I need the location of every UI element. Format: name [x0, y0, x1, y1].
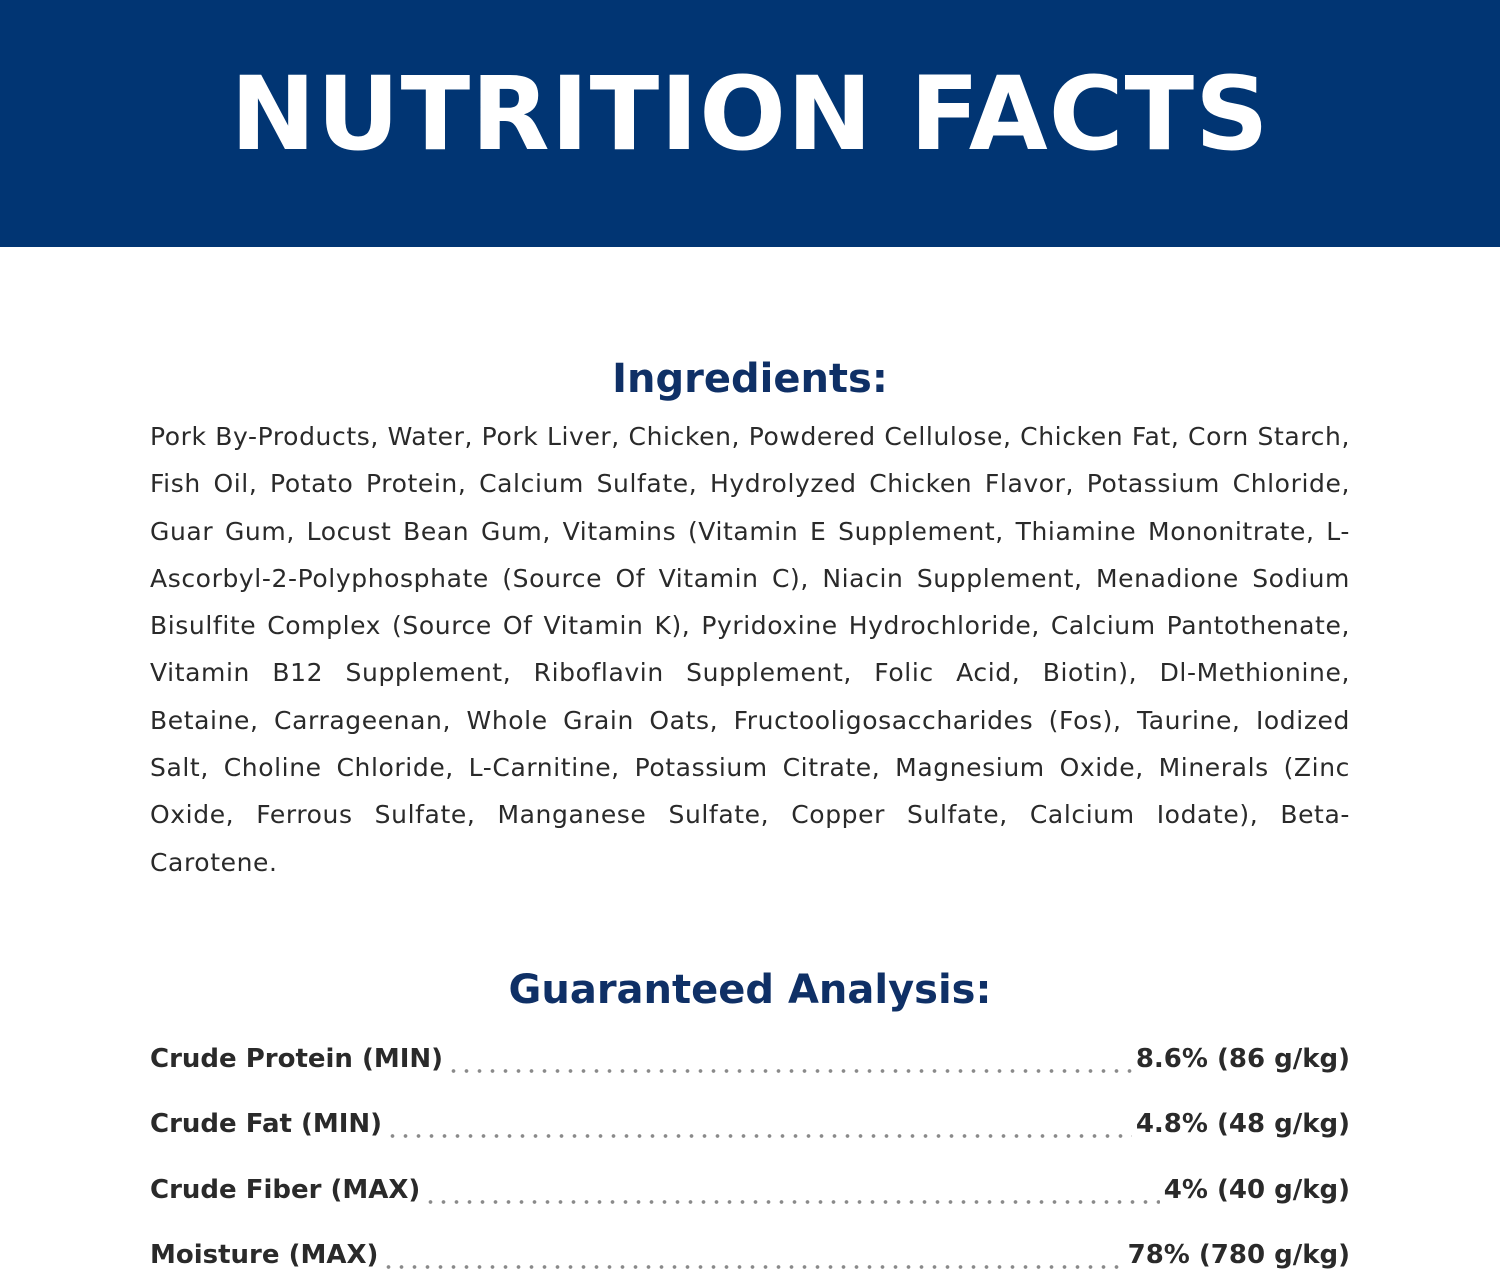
- title-banner: NUTRITION FACTS: [0, 0, 1500, 247]
- guaranteed-analysis-table: Crude Protein (MIN) 8.6% (86 g/kg) Crude…: [150, 1035, 1350, 1272]
- page-title: NUTRITION FACTS: [230, 54, 1270, 174]
- analysis-label: Moisture (MAX): [150, 1239, 379, 1270]
- guaranteed-analysis-heading: Guaranteed Analysis:: [508, 967, 992, 1013]
- analysis-label: Crude Protein (MIN): [150, 1044, 444, 1074]
- analysis-value: 78% (780 g/kg): [1127, 1239, 1350, 1270]
- ingredients-list: Pork By-Products, Water, Pork Liver, Chi…: [150, 422, 1350, 877]
- analysis-label: Crude Fat (MIN): [150, 1109, 383, 1140]
- analysis-value: 8.6% (86 g/kg): [1135, 1044, 1350, 1074]
- dotted-leader: [386, 1100, 1132, 1149]
- analysis-row-crude-protein: Crude Protein (MIN) 8.6% (86 g/kg): [150, 1035, 1350, 1100]
- dotted-leader: [447, 1035, 1132, 1083]
- analysis-row-moisture: Moisture (MAX) 78% (780 g/kg): [150, 1230, 1350, 1272]
- analysis-row-crude-fiber: Crude Fiber (MAX) 4% (40 g/kg): [150, 1165, 1350, 1231]
- analysis-value: 4.8% (48 g/kg): [1135, 1109, 1350, 1140]
- dotted-leader: [424, 1165, 1160, 1214]
- ingredients-heading: Ingredients:: [612, 356, 888, 402]
- analysis-label: Crude Fiber (MAX): [150, 1174, 421, 1205]
- dotted-leader: [382, 1230, 1124, 1272]
- analysis-row-crude-fat: Crude Fat (MIN) 4.8% (48 g/kg): [150, 1100, 1350, 1165]
- analysis-value: 4% (40 g/kg): [1163, 1174, 1350, 1205]
